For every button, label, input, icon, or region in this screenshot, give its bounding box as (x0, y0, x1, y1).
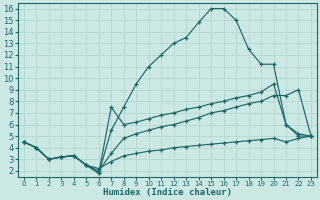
X-axis label: Humidex (Indice chaleur): Humidex (Indice chaleur) (103, 188, 232, 197)
